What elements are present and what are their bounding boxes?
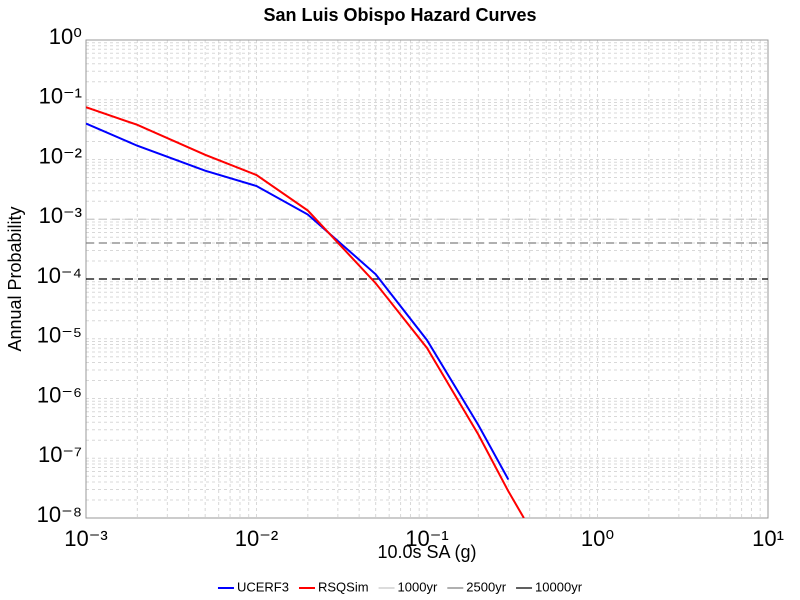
legend-label: 1000yr xyxy=(398,579,438,594)
legend: UCERF3 RSQSim 1000yr 2500yr 10000yr xyxy=(217,579,583,594)
x-tick-label: 10¹ xyxy=(752,526,784,551)
y-tick-label: 10⁻⁵ xyxy=(37,323,82,348)
x-tick-label: 10⁰ xyxy=(581,526,614,551)
x-tick-label: 10⁻¹ xyxy=(405,526,448,551)
legend-label: UCERF3 xyxy=(237,579,289,594)
series-line xyxy=(86,106,525,518)
x-tick-label: 10⁻³ xyxy=(64,526,107,551)
y-tick-label: 10⁻⁷ xyxy=(38,442,82,467)
y-tick-label: 10⁻¹ xyxy=(39,84,82,109)
legend-label: RSQSim xyxy=(318,579,369,594)
y-axis-label: Annual Probability xyxy=(5,206,25,351)
y-tick-label: 10⁻⁸ xyxy=(37,502,82,527)
legend-label: 10000yr xyxy=(535,579,583,594)
chart-title: San Luis Obispo Hazard Curves xyxy=(263,5,536,25)
y-tick-label: 10⁻² xyxy=(39,143,82,168)
y-tick-label: 10⁻³ xyxy=(39,203,82,228)
x-tick-label: 10⁻² xyxy=(235,526,278,551)
y-tick-label: 10⁰ xyxy=(49,24,82,49)
y-tick-label: 10⁻⁶ xyxy=(37,382,82,407)
x-axis-label: 10.0s SA (g) xyxy=(377,542,476,562)
y-tick-label: 10⁻⁴ xyxy=(36,263,82,288)
legend-label: 2500yr xyxy=(466,579,506,594)
